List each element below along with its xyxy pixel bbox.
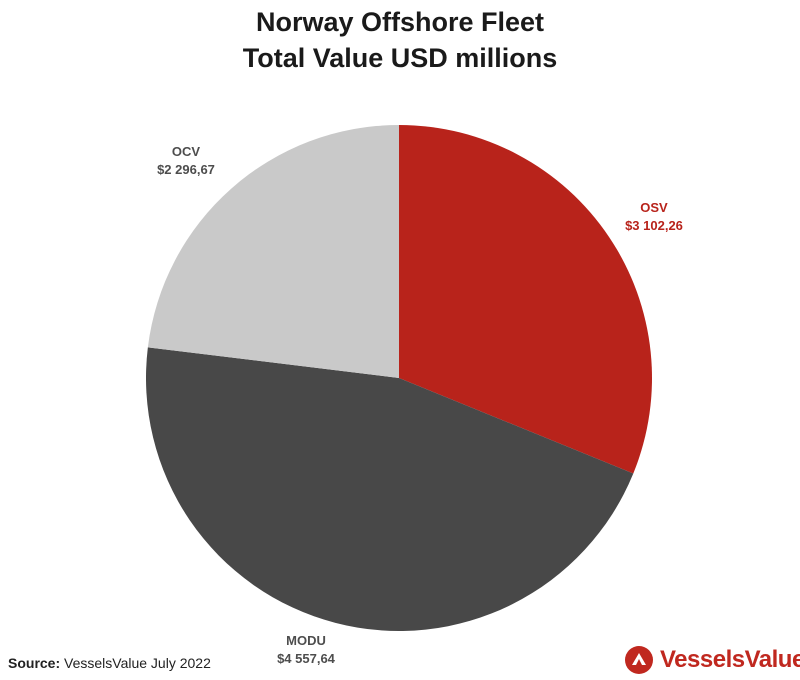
source-note: Source: VesselsValue July 2022 (8, 655, 211, 671)
slice-name-osv: OSV (640, 200, 668, 215)
brand-name: VesselsValue (660, 646, 800, 673)
title-line-2: Total Value USD millions (242, 43, 558, 73)
title-line-1: Norway Offshore Fleet (255, 7, 545, 37)
slice-value-osv: $3 102,26 (625, 218, 683, 233)
vesselsvalue-logo-icon (625, 646, 653, 674)
source-label: Source: (8, 655, 61, 671)
pie-slice-ocv (147, 125, 399, 378)
source-text: VesselsValue July 2022 (64, 655, 211, 671)
slice-name-modu: MODU (286, 633, 326, 648)
chart-title: Norway Offshore Fleet Total Value USD mi… (0, 4, 800, 76)
pie-slices (145, 125, 652, 632)
pie-slice-osv (399, 125, 652, 474)
slice-value-ocv: $2 296,67 (157, 162, 215, 177)
pie-labels: OSV $3 102,26 MODU $4 557,64 OCV $2 296,67 (157, 144, 683, 666)
pie-slice-modu (145, 347, 634, 632)
brand-logo: VesselsValue (624, 645, 800, 675)
slice-name-ocv: OCV (172, 144, 201, 159)
slice-value-modu: $4 557,64 (277, 651, 336, 666)
